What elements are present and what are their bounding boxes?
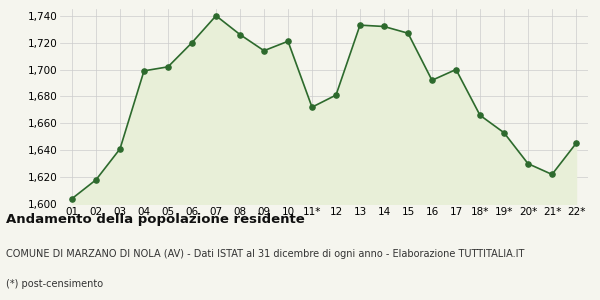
Point: [211, 13, 221, 18]
Point: [475, 113, 485, 118]
Point: [403, 31, 413, 36]
Point: [307, 105, 317, 110]
Point: [571, 141, 581, 146]
Point: [451, 67, 461, 72]
Point: [67, 196, 77, 201]
Point: [91, 177, 101, 182]
Point: [499, 130, 509, 135]
Point: [139, 68, 149, 73]
Point: [427, 78, 437, 83]
Text: Andamento della popolazione residente: Andamento della popolazione residente: [6, 213, 305, 226]
Point: [115, 146, 125, 151]
Point: [259, 48, 269, 53]
Point: [547, 172, 557, 177]
Text: (*) post-censimento: (*) post-censimento: [6, 279, 103, 289]
Point: [355, 23, 365, 28]
Point: [163, 64, 173, 69]
Point: [379, 24, 389, 29]
Point: [331, 93, 341, 98]
Point: [235, 32, 245, 37]
Point: [523, 161, 533, 166]
Point: [187, 40, 197, 45]
Point: [283, 39, 293, 44]
Text: COMUNE DI MARZANO DI NOLA (AV) - Dati ISTAT al 31 dicembre di ogni anno - Elabor: COMUNE DI MARZANO DI NOLA (AV) - Dati IS…: [6, 249, 524, 259]
